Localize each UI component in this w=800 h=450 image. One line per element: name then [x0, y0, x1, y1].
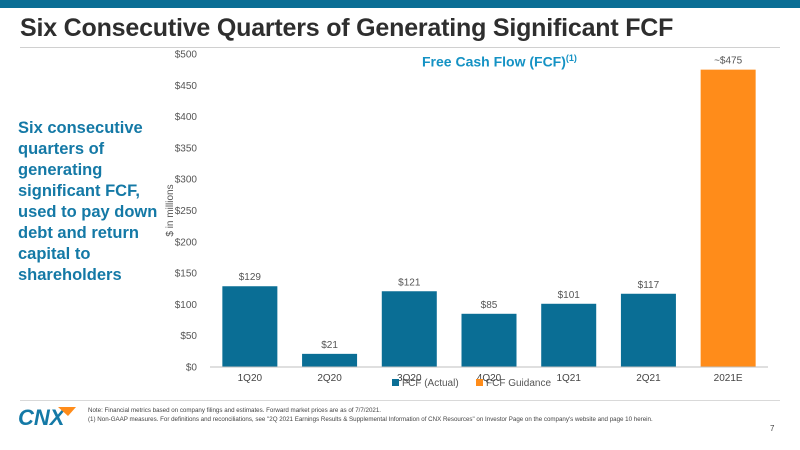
legend-swatch: [392, 379, 399, 386]
fcf-bar-chart: $0 $50 $100 $150 $200 $250 $300 $350 $400 $450 $50…: [165, 50, 768, 389]
x-tick-label: 3Q20: [397, 373, 422, 384]
bar-data-label: $21: [321, 340, 338, 351]
y-tick-label: $250: [175, 206, 198, 217]
chart-title-text: Free Cash Flow (FCF): [422, 53, 566, 70]
y-tick-label: $150: [175, 269, 198, 280]
y-tick-label: $0: [186, 363, 198, 374]
bar-data-label: $121: [398, 277, 421, 288]
logo-accent-shape: [58, 407, 76, 416]
slide-title: Six Consecutive Quarters of Generating S…: [20, 14, 674, 42]
bar: [541, 303, 597, 367]
footnotes: Note: Financial metrics based on company…: [88, 406, 778, 424]
y-tick-label: $350: [175, 143, 198, 154]
side-callout-text: Six consecutive quarters of generating s…: [18, 119, 158, 284]
x-tick-label: 2Q20: [317, 373, 342, 384]
bar: [302, 353, 358, 367]
footer-divider: [20, 400, 780, 401]
bar: [620, 293, 676, 367]
bar-data-label: $101: [558, 290, 581, 301]
x-tick-label: 1Q20: [238, 373, 263, 384]
y-tick-label: $400: [175, 112, 198, 123]
cnx-logo-text: CNX: [18, 405, 66, 430]
bar-data-label: ~$475: [714, 56, 743, 67]
legend-label: FCF Guidance: [486, 378, 551, 389]
y-tick-label: $50: [180, 331, 197, 342]
y-tick-label: $500: [175, 50, 198, 61]
legend-swatch: [476, 379, 483, 386]
cnx-logo-icon: CNX: [18, 405, 76, 430]
y-tick-label: $300: [175, 175, 198, 186]
y-tick-label: $200: [175, 237, 198, 248]
bar-data-label: $85: [481, 300, 498, 311]
bar-data-label: $129: [239, 272, 262, 283]
legend-label: FCF (Actual): [402, 378, 459, 389]
page-number: 7: [770, 424, 775, 433]
chart-title: Free Cash Flow (FCF)(1): [422, 53, 577, 70]
bar-data-label: $117: [638, 280, 660, 291]
y-axis-title: $ in millions: [165, 184, 176, 236]
y-tick-label: $450: [175, 81, 198, 92]
x-tick-label: 4Q20: [477, 373, 502, 384]
title-divider: [20, 47, 780, 48]
top-accent-bar: [0, 0, 800, 8]
x-tick-label: 2Q21: [636, 373, 661, 384]
chart-title-superscript: (1): [565, 53, 577, 63]
x-tick-label: 2021E: [714, 373, 743, 384]
footnote-1: (1) Non-GAAP measures. For definitions a…: [88, 416, 653, 423]
y-tick-label: $100: [175, 300, 198, 311]
bar: [222, 286, 278, 367]
x-tick-label: 1Q21: [556, 373, 581, 384]
bar: [461, 313, 517, 367]
bar: [381, 291, 437, 367]
footnote-note: Note: Financial metrics based on company…: [88, 407, 382, 414]
bar: [700, 69, 756, 368]
